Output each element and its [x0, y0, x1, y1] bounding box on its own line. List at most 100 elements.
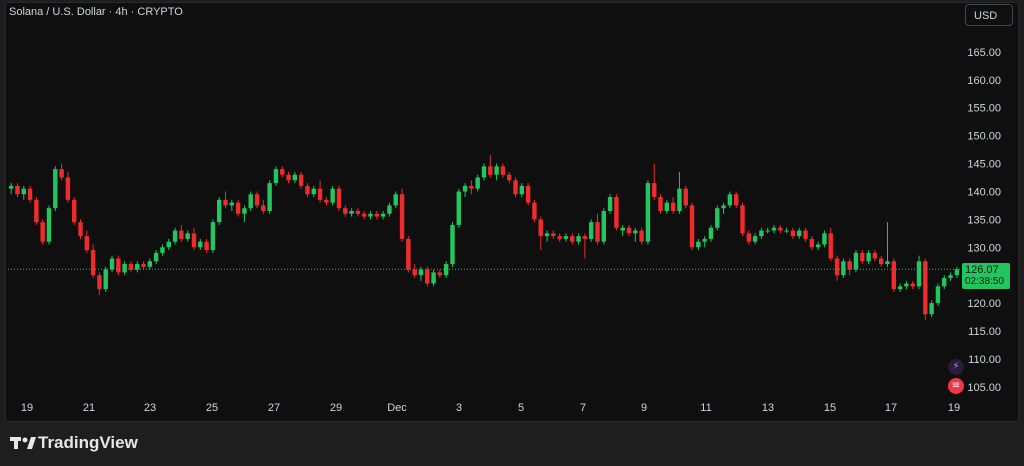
candle	[27, 185, 33, 203]
candle	[904, 280, 909, 290]
candle-body	[639, 230, 644, 242]
candle	[273, 166, 279, 186]
candle	[544, 230, 550, 242]
us-flag-icon[interactable]: ≡	[948, 378, 964, 394]
candle	[715, 205, 720, 231]
candle	[803, 227, 808, 242]
candle-body	[563, 236, 569, 239]
candle	[923, 258, 928, 320]
candle	[425, 266, 430, 287]
candle-body	[689, 205, 695, 248]
x-tick-label: 5	[518, 402, 524, 414]
candle-body	[815, 244, 821, 248]
candle	[128, 261, 134, 273]
candle	[78, 219, 83, 239]
candle-body	[324, 199, 329, 203]
candle	[683, 185, 688, 209]
candle-body	[128, 264, 134, 270]
candle	[532, 199, 537, 223]
y-tick-label: 145.00	[967, 159, 1001, 171]
x-tick-label: 19	[21, 402, 33, 414]
candle	[557, 233, 562, 242]
candle	[828, 227, 833, 262]
candle-body	[878, 258, 884, 265]
candle	[551, 230, 556, 239]
candle-body	[27, 188, 33, 200]
candle-body	[34, 199, 39, 223]
candle-body	[343, 208, 348, 214]
candle-body	[425, 269, 430, 284]
x-tick-label: 3	[456, 402, 462, 414]
candle	[292, 171, 298, 184]
candle-body	[759, 230, 764, 237]
candle	[450, 222, 455, 267]
candle	[645, 180, 651, 245]
x-tick-label: 15	[824, 402, 836, 414]
candle-body	[450, 224, 455, 265]
flash-indicator-icon[interactable]: ⚡	[948, 359, 964, 375]
candle	[727, 191, 733, 209]
candle-body	[437, 272, 443, 276]
candle-body	[97, 275, 102, 290]
chart-panel[interactable]	[5, 2, 1019, 422]
x-tick-label: Dec	[387, 402, 407, 414]
candle-body	[557, 236, 562, 239]
candle-body	[696, 241, 701, 248]
candle	[103, 266, 108, 292]
candle-body	[147, 261, 153, 267]
x-tick-label: 21	[83, 402, 95, 414]
candle-body	[210, 222, 216, 251]
candle-series	[8, 155, 960, 320]
candle	[576, 233, 581, 245]
candle	[588, 219, 594, 242]
candle-body	[885, 261, 890, 265]
candle	[349, 208, 354, 217]
y-tick-label: 155.00	[967, 103, 1001, 115]
candle-body	[847, 261, 852, 270]
candle-body	[891, 261, 897, 290]
candle-body	[431, 272, 436, 284]
candle-body	[513, 180, 518, 195]
candle-body	[198, 241, 203, 248]
candle	[223, 191, 228, 209]
candle	[229, 199, 235, 211]
candle-body	[633, 230, 638, 234]
candle	[626, 224, 632, 237]
candle	[822, 230, 827, 248]
candle-body	[834, 258, 840, 276]
candle-body	[525, 185, 531, 203]
candle	[500, 163, 506, 178]
candle	[847, 258, 852, 276]
candle-body	[620, 227, 625, 231]
candle	[242, 205, 247, 223]
candle	[374, 211, 380, 220]
candle	[841, 258, 846, 278]
candle	[198, 238, 203, 251]
candle	[135, 261, 140, 273]
candle	[336, 185, 342, 211]
candle-body	[71, 199, 77, 223]
candle-body	[942, 277, 947, 287]
candle	[166, 238, 171, 251]
candle	[670, 197, 676, 214]
candle-body	[229, 202, 235, 206]
candle-body	[242, 208, 247, 214]
candle	[570, 233, 575, 245]
y-tick-label: 165.00	[967, 47, 1001, 59]
candle	[809, 236, 815, 251]
candle-body	[8, 185, 14, 189]
candle-body	[721, 205, 726, 209]
candle	[71, 197, 77, 225]
candle-body	[626, 227, 632, 234]
candle	[595, 213, 600, 245]
candle	[759, 227, 764, 239]
candle	[254, 191, 260, 209]
candle-body	[179, 230, 184, 239]
candle	[891, 258, 897, 292]
currency-button[interactable]: USD	[965, 4, 1013, 26]
candle	[790, 227, 796, 239]
candle	[393, 191, 398, 209]
candle-body	[797, 230, 802, 237]
candle	[834, 255, 840, 281]
